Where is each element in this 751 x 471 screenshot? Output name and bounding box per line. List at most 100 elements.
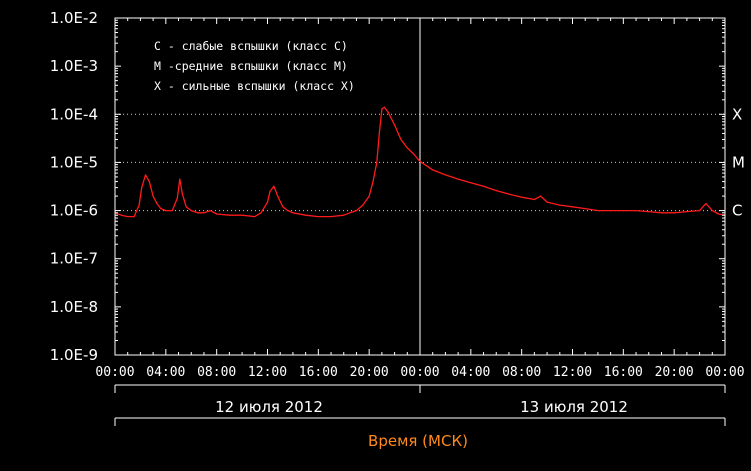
series-point	[282, 206, 284, 208]
legend-item-c: С - слабые вспышки (класс С)	[154, 39, 348, 53]
series-point	[277, 195, 279, 197]
legend: С - слабые вспышки (класс С) М -средние …	[154, 39, 355, 93]
axes	[114, 17, 726, 356]
series-point	[349, 212, 351, 214]
series-point	[273, 185, 275, 187]
series-point	[127, 215, 129, 218]
x-tick-label: 00:00	[95, 365, 134, 380]
series-point	[508, 193, 510, 195]
series-point	[383, 106, 386, 108]
x-tick-label: 08:00	[197, 365, 236, 380]
x-tick-label: 20:00	[350, 365, 389, 380]
day-brackets	[114, 384, 726, 426]
series-point	[482, 185, 485, 187]
series-point	[571, 206, 574, 208]
series-point	[413, 153, 415, 155]
series-point	[343, 214, 345, 216]
x-tick-label: 04:00	[451, 365, 490, 380]
series-point	[376, 161, 378, 164]
series-point	[705, 202, 707, 205]
series-point	[470, 182, 472, 184]
series-point	[141, 187, 143, 189]
flux-series	[114, 106, 726, 218]
series-point	[216, 213, 218, 215]
legend-item-x: Х - сильные вспышки (класс Х)	[154, 79, 355, 93]
y-tick-label: 1.0E-8	[50, 298, 98, 316]
series-point	[400, 138, 402, 141]
series-point	[584, 207, 586, 210]
series-point	[393, 124, 396, 126]
class-label-x: X	[732, 105, 742, 123]
series-point	[432, 169, 434, 171]
y-tick-labels: 1.0E-2 1.0E-3 1.0E-4 1.0E-5 1.0E-6 1.0E-7 1.0E…	[50, 9, 98, 364]
series-point	[660, 212, 663, 214]
day-label-1: 12 июля 2012	[215, 398, 323, 416]
series-point	[610, 209, 612, 212]
series-point	[209, 209, 211, 212]
series-point	[381, 108, 383, 110]
series-point	[597, 209, 599, 212]
x-tick-label: 08:00	[502, 365, 541, 380]
series-point	[165, 209, 167, 212]
series-point	[292, 212, 294, 214]
series-point	[495, 189, 497, 192]
series-point	[254, 215, 256, 218]
series-point	[368, 195, 370, 197]
y-tick-label: 1.0E-6	[50, 202, 98, 220]
series-point	[197, 212, 199, 214]
series-point	[546, 201, 548, 203]
x-tick-labels: 00:00 04:00 08:00 12:00 16:00 20:00 00:00 04:00…	[95, 365, 744, 380]
series-point	[718, 213, 720, 215]
y-tick-label: 1.0E-9	[50, 346, 98, 364]
series-point	[160, 207, 162, 210]
x-tick-label: 00:00	[705, 365, 744, 380]
series-point	[521, 196, 523, 198]
x-tick-label: 12:00	[248, 365, 287, 380]
series-point	[457, 178, 459, 180]
series-point	[176, 197, 178, 199]
y-tick-label: 1.0E-7	[50, 250, 98, 268]
y-tick-label: 1.0E-3	[50, 57, 98, 75]
series-point	[622, 209, 624, 212]
series-point	[372, 180, 374, 183]
y-tick-label: 1.0E-4	[50, 105, 98, 123]
series-point	[711, 209, 713, 212]
series-point	[330, 215, 332, 218]
series-point	[181, 193, 183, 195]
x-tick-label: 04:00	[146, 365, 185, 380]
series-point	[152, 195, 154, 197]
series-point	[228, 214, 230, 216]
series-point	[179, 178, 181, 180]
series-point	[419, 160, 421, 163]
day-labels: 12 июля 2012 13 июля 2012	[215, 398, 628, 416]
series-point	[203, 212, 205, 214]
series-point	[362, 204, 364, 206]
series-point	[156, 202, 158, 205]
series-point	[406, 147, 408, 149]
series-point	[635, 209, 637, 212]
series-point	[133, 215, 135, 218]
series-point	[287, 209, 289, 212]
series-point	[387, 111, 389, 113]
x-tick-label: 20:00	[655, 365, 694, 380]
series-point	[686, 211, 688, 213]
series-point	[648, 211, 650, 213]
series-point	[444, 174, 447, 176]
flare-class-labels: X M C	[732, 105, 745, 219]
x-tick-label: 16:00	[299, 365, 338, 380]
class-label-c: C	[732, 202, 742, 220]
series-point	[355, 209, 358, 212]
x-tick-label: 12:00	[553, 365, 592, 380]
series-point	[120, 214, 122, 216]
x-tick-label: 00:00	[400, 365, 439, 380]
series-point	[559, 204, 561, 206]
series-point	[241, 214, 243, 216]
series-point	[698, 209, 701, 212]
series-point	[673, 212, 675, 214]
series-point	[317, 215, 319, 218]
day-label-2: 13 июля 2012	[520, 398, 628, 416]
series-point	[269, 190, 271, 193]
series-point	[378, 132, 380, 135]
